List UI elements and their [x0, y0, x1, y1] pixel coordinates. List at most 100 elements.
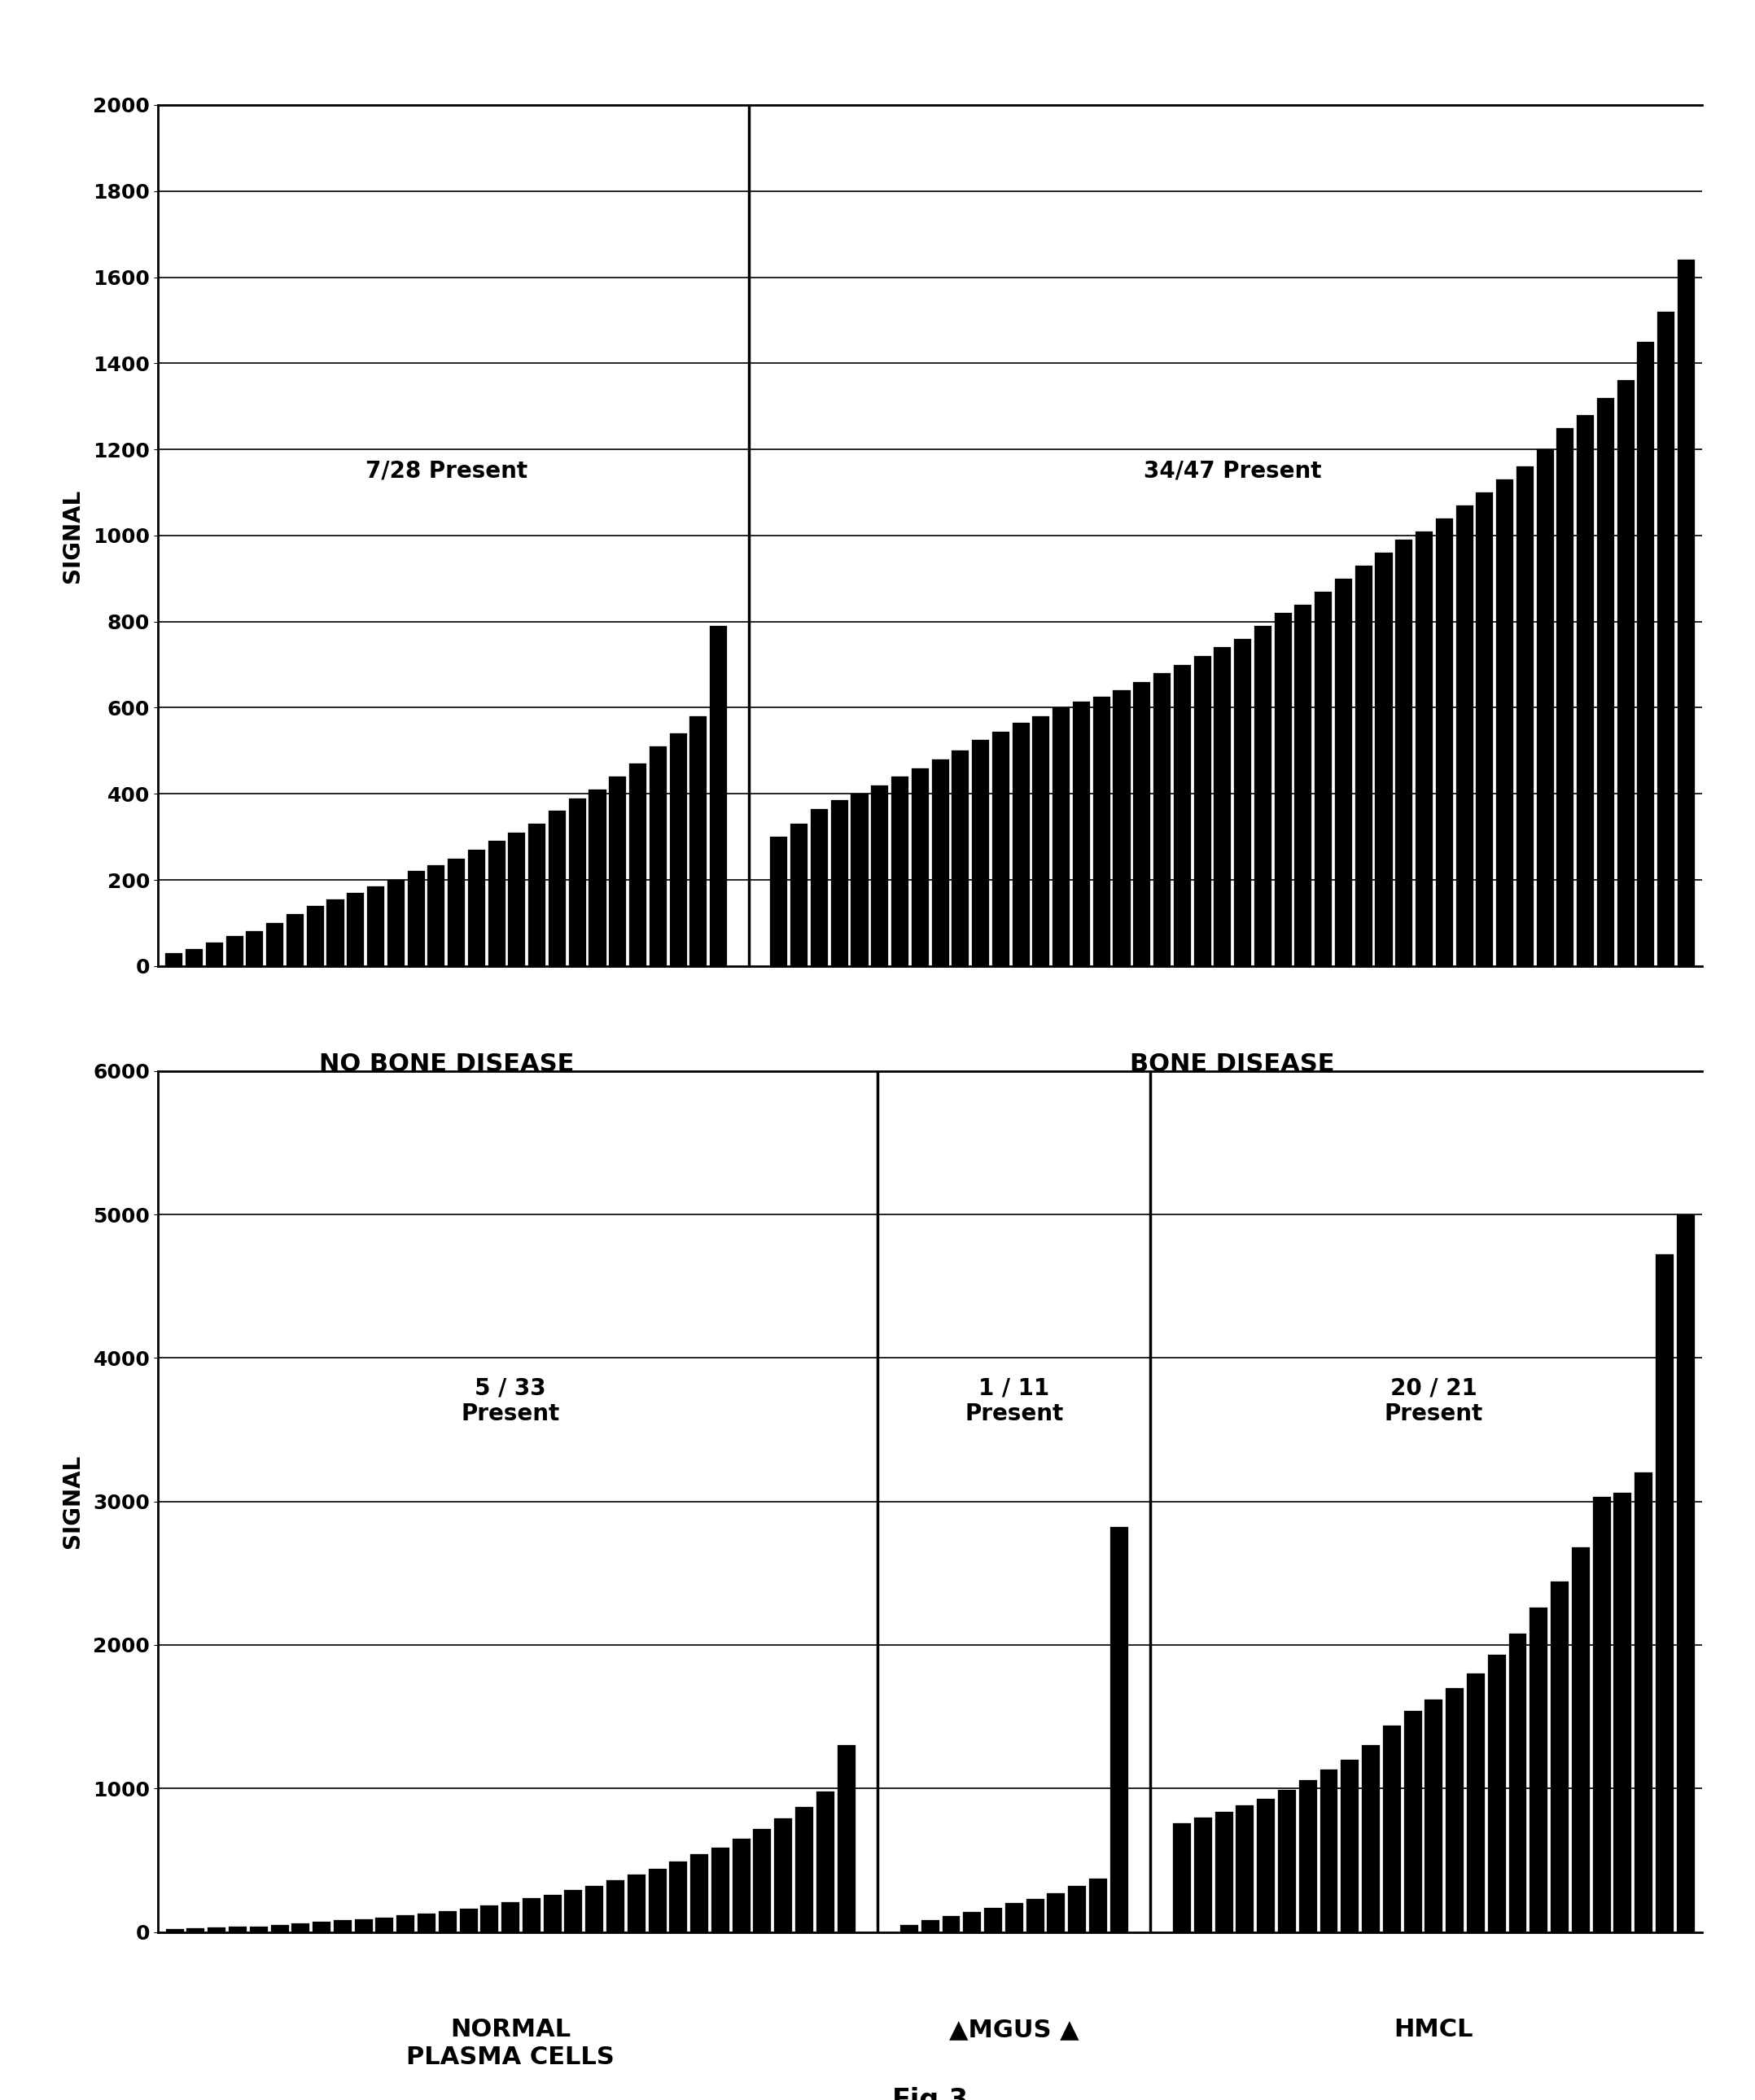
Bar — [333, 1922, 351, 1932]
Text: ▲MGUS ▲: ▲MGUS ▲ — [949, 2018, 1079, 2041]
Bar — [481, 1905, 498, 1932]
Text: 20 / 21
Present: 20 / 21 Present — [1385, 1376, 1483, 1426]
Bar — [376, 1917, 393, 1932]
Bar — [1376, 552, 1392, 966]
Bar — [648, 1869, 667, 1932]
Bar — [207, 1928, 226, 1932]
Bar — [286, 914, 304, 966]
Bar — [226, 937, 244, 966]
Bar — [992, 731, 1009, 966]
Bar — [1032, 716, 1049, 966]
Text: NO BONE DISEASE: NO BONE DISEASE — [319, 1052, 574, 1075]
Bar — [1634, 1472, 1653, 1932]
Bar — [1236, 1806, 1253, 1932]
Bar — [609, 777, 627, 966]
Y-axis label: SIGNAL: SIGNAL — [61, 1455, 84, 1548]
Bar — [1257, 1798, 1274, 1932]
Bar — [1404, 1711, 1422, 1932]
Bar — [1134, 682, 1151, 966]
Bar — [186, 1928, 205, 1932]
Bar — [586, 1886, 604, 1932]
Bar — [851, 794, 869, 966]
Bar — [985, 1907, 1002, 1932]
Bar — [1678, 260, 1695, 966]
Text: Fig.2: Fig.2 — [892, 1121, 969, 1149]
Bar — [1488, 1655, 1506, 1932]
Bar — [1234, 638, 1251, 966]
Bar — [1193, 1816, 1213, 1932]
Bar — [972, 739, 990, 966]
Bar — [690, 1854, 709, 1932]
Bar — [165, 1930, 184, 1932]
Bar — [1497, 479, 1513, 966]
Bar — [1362, 1745, 1379, 1932]
Bar — [1093, 697, 1111, 966]
Bar — [690, 716, 707, 966]
Bar — [1509, 1634, 1527, 1932]
Bar — [367, 886, 384, 966]
Bar — [1193, 655, 1211, 966]
Bar — [870, 785, 888, 966]
Bar — [649, 746, 667, 966]
Bar — [1355, 565, 1372, 966]
Bar — [590, 790, 605, 966]
Bar — [1676, 1214, 1695, 1932]
Bar — [460, 1909, 477, 1932]
Bar — [488, 842, 505, 966]
Bar — [607, 1880, 625, 1932]
Bar — [1657, 311, 1674, 966]
Bar — [249, 1926, 267, 1932]
Bar — [1655, 1254, 1674, 1932]
Bar — [186, 949, 204, 966]
Bar — [523, 1898, 541, 1932]
Bar — [1436, 519, 1453, 966]
Text: 34/47 Present: 34/47 Present — [1144, 460, 1322, 483]
Text: 5 / 33
Present: 5 / 33 Present — [462, 1376, 560, 1426]
Bar — [1467, 1674, 1485, 1932]
Bar — [900, 1926, 918, 1932]
Bar — [1314, 592, 1332, 966]
Bar — [1274, 613, 1292, 966]
Bar — [1530, 1609, 1548, 1932]
Text: 7/28 Present: 7/28 Present — [365, 460, 526, 483]
Bar — [963, 1911, 981, 1932]
Bar — [911, 769, 928, 966]
Bar — [837, 1745, 855, 1932]
Bar — [418, 1913, 435, 1932]
Text: HMCL: HMCL — [1393, 2018, 1474, 2041]
Bar — [1341, 1760, 1358, 1932]
Bar — [670, 733, 686, 966]
Bar — [439, 1911, 456, 1932]
Bar — [770, 836, 788, 966]
Bar — [1425, 1699, 1443, 1932]
Bar — [1214, 1812, 1232, 1932]
Bar — [1557, 428, 1574, 966]
Bar — [1069, 1886, 1086, 1932]
Bar — [1214, 647, 1230, 966]
Bar — [1616, 380, 1634, 966]
Bar — [1395, 540, 1413, 966]
Bar — [428, 865, 444, 966]
Bar — [407, 872, 425, 966]
Bar — [1295, 605, 1311, 966]
Bar — [811, 809, 828, 966]
Bar — [1537, 449, 1553, 966]
Bar — [1172, 1823, 1192, 1932]
Bar — [270, 1926, 288, 1932]
Bar — [1572, 1548, 1590, 1932]
Bar — [1597, 397, 1615, 966]
Bar — [942, 1915, 960, 1932]
Bar — [397, 1915, 414, 1932]
Bar — [1255, 626, 1271, 966]
Bar — [1090, 1880, 1107, 1932]
Bar — [892, 777, 909, 966]
Bar — [711, 1848, 730, 1932]
Bar — [469, 851, 484, 966]
Bar — [1299, 1781, 1316, 1932]
Bar — [448, 859, 465, 966]
Bar — [1446, 1688, 1464, 1932]
Bar — [1113, 691, 1130, 966]
Bar — [326, 899, 344, 966]
Bar — [205, 943, 223, 966]
Text: BONE DISEASE: BONE DISEASE — [1130, 1052, 1336, 1075]
